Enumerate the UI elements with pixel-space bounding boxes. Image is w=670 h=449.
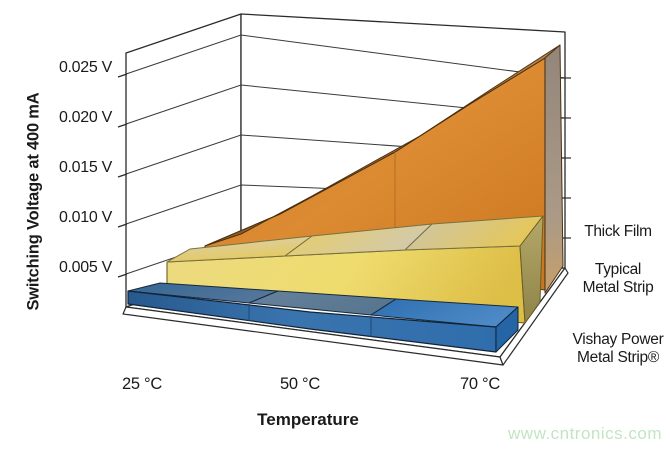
typical-end-face bbox=[519, 215, 544, 324]
y-tick-label-0005: 0.005 V bbox=[58, 259, 112, 276]
x-tick-label-25c: 25 °C bbox=[122, 375, 162, 393]
thick-film-end-face bbox=[544, 44, 564, 294]
series-label-thick-film: Thick Film bbox=[584, 223, 652, 240]
series-label-vishay-line2: Metal Strip® bbox=[577, 349, 659, 366]
vishay-end-face bbox=[495, 306, 519, 353]
y-tick-label-0020: 0.020 V bbox=[58, 109, 112, 126]
series-label-vishay-line1: Vishay Power bbox=[572, 331, 664, 348]
series-label-typical-line2: Metal Strip bbox=[582, 279, 654, 296]
x-tick-label-70c: 70 °C bbox=[460, 375, 500, 393]
series-label-typical: Typical Metal Strip bbox=[566, 261, 670, 297]
watermark: www.cntronics.com bbox=[508, 424, 662, 443]
y-tick-label-0025: 0.025 V bbox=[58, 59, 112, 76]
y-axis-ticks bbox=[117, 73, 128, 278]
y-tick-label-0015: 0.015 V bbox=[58, 159, 112, 176]
series-vishay-metal-strip bbox=[127, 282, 519, 353]
x-tick-label-50c: 50 °C bbox=[280, 375, 320, 393]
x-axis-title: Temperature bbox=[257, 410, 359, 429]
y-tick-label-0010: 0.010 V bbox=[58, 209, 112, 226]
series-label-vishay: Vishay Power Metal Strip® bbox=[566, 331, 670, 367]
series-label-typical-line1: Typical bbox=[594, 261, 642, 278]
